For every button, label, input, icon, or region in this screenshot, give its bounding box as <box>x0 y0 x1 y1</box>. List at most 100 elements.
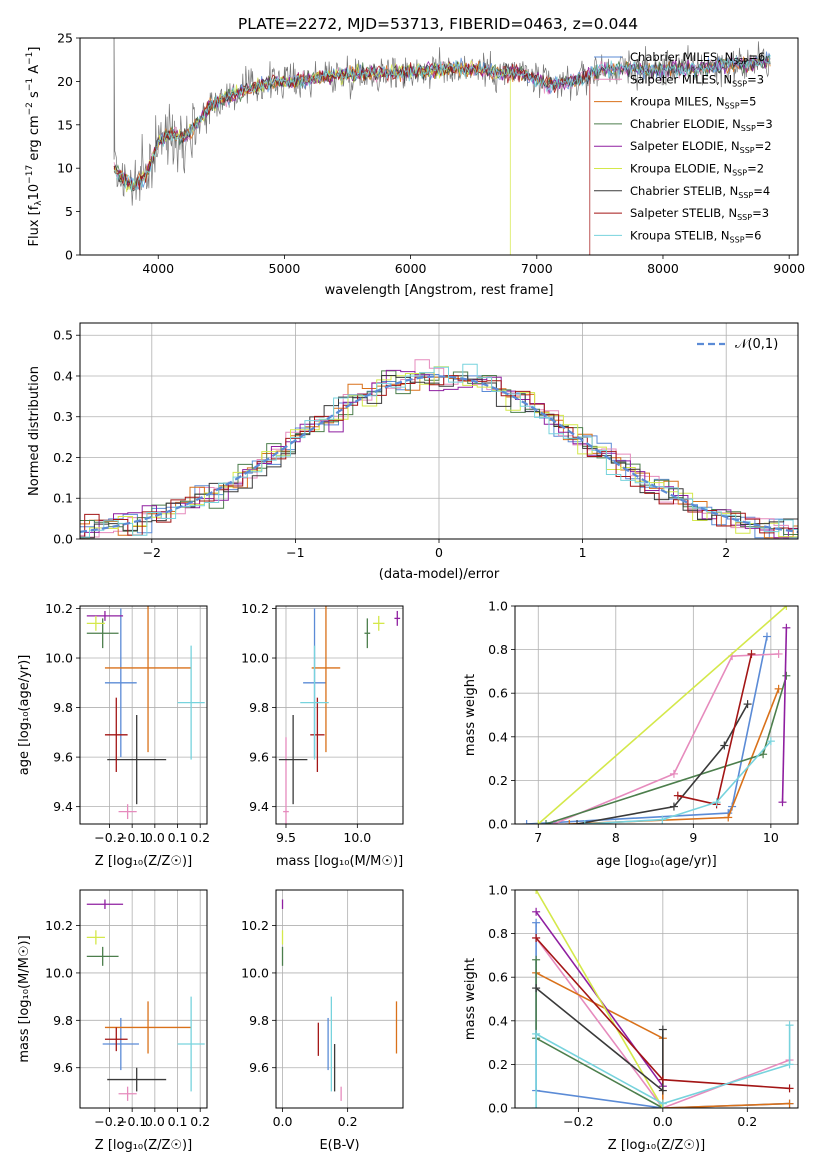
y-tick-label: 0.5 <box>53 328 73 343</box>
legend-label-n: =3 <box>747 72 764 86</box>
y-tick-label: 0.6 <box>488 686 508 701</box>
x-tick-label: 0.0 <box>145 1114 165 1129</box>
y-tick-label: 0 <box>65 248 73 263</box>
y-tick-label: 20 <box>57 74 73 89</box>
mass-weight-marker <box>673 791 682 800</box>
mass-weight-marker <box>542 820 551 824</box>
mass-weight-marker <box>762 632 771 641</box>
errorbar-point <box>104 697 128 772</box>
axes-age-vs-Z: −0.2−0.10.0 0.1 0.2 9.4 9.6 9.8 10.0 10.2 <box>45 601 210 845</box>
frame-massweight-vs-Z <box>514 889 799 1109</box>
spectrum-xlabel: wavelength [Angstrom, rest frame] <box>325 283 554 298</box>
y-tick-label: 0.6 <box>488 970 508 985</box>
mass-weight-marker <box>743 700 752 709</box>
xlabel-mass-vs-Z: Z [log₁₀(Z/Z☉)] <box>95 1138 192 1153</box>
mass-weight-marker <box>766 737 775 746</box>
ylabel-age-vs-Z: age [log₁₀(age/yr)] <box>17 655 32 776</box>
mass-weight-marker <box>658 815 667 824</box>
x-tick-label: 10.0 <box>343 830 371 845</box>
x-tick-label: 0.0 <box>653 1114 673 1129</box>
figure-title: PLATE=2272, MJD=53713, FIBERID=0463, z=0… <box>238 15 638 33</box>
mass-weight-line <box>545 675 788 824</box>
y-tick-label: 10.0 <box>241 651 269 666</box>
lines-massweight-vs-Z <box>532 890 794 1108</box>
lines-massweight-vs-age <box>522 606 791 824</box>
errorbars-mass-vs-Z <box>86 899 205 1101</box>
mass-weight-marker <box>782 606 791 610</box>
x-tick-label: 6000 <box>395 261 427 276</box>
y-tick-label: 0.4 <box>53 368 73 383</box>
y-tick-label: 0.8 <box>488 642 508 657</box>
spectrum-ylabel-part: s <box>27 91 42 102</box>
y-tick-label: 9.8 <box>249 1013 269 1028</box>
legend-label-n: =2 <box>755 139 772 153</box>
mass-weight-marker <box>573 820 582 824</box>
x-tick-label: 2 <box>722 545 730 560</box>
ylabel-massweight-vs-Z: mass weight <box>463 958 478 1040</box>
mass-weight-line <box>526 636 768 824</box>
x-tick-label: 0.1 <box>168 1114 188 1129</box>
spectrum-ylabel-part: −2 <box>25 102 35 115</box>
axes-age-vs-mass: 9.5 10.0 9.4 9.6 9.8 10.0 10.2 <box>241 601 403 845</box>
mass-weight-marker <box>532 1029 541 1038</box>
mass-weight-marker <box>712 798 721 807</box>
y-tick-label: 0.8 <box>488 926 508 941</box>
ylabel-massweight-vs-age: mass weight <box>463 674 478 756</box>
legend-label-sub: SSP <box>732 79 747 88</box>
errorbars-age-vs-mass <box>278 606 401 824</box>
legend-label: Kroupa MILES, NSSP=5 <box>630 95 756 111</box>
mass-weight-marker <box>782 623 791 632</box>
mass-weight-marker <box>658 1025 667 1034</box>
y-tick-label: 10.0 <box>45 651 73 666</box>
residuals-frame <box>79 322 799 540</box>
mass-weight-marker <box>785 1021 794 1030</box>
histogram-salpeter-stelib <box>80 375 798 538</box>
x-tick-label: 7 <box>534 830 542 845</box>
mass-weight-marker <box>720 741 729 750</box>
x-tick-label: 9000 <box>773 261 805 276</box>
xlabel-mass-vs-ebv: E(B-V) <box>319 1138 359 1153</box>
mass-weight-line <box>576 703 749 824</box>
errorbars-mass-vs-ebv <box>281 899 398 1101</box>
errorbar-point <box>300 645 329 760</box>
errorbar-point <box>364 618 371 649</box>
errorbar-point <box>118 804 137 820</box>
y-tick-label: 0.0 <box>488 1101 508 1116</box>
spectrum-ylabel-part: −1 <box>25 78 35 91</box>
legend-label-name: Chabrier ELODIE, N <box>630 117 741 131</box>
legend-label-name: Kroupa STELIB, N <box>630 228 730 242</box>
errorbar-point <box>86 615 105 631</box>
y-tick-label: 0.1 <box>53 491 73 506</box>
legend-label-name: Chabrier STELIB, N <box>630 184 738 198</box>
mass-weight-marker <box>532 984 541 993</box>
errorbar-point <box>104 1001 192 1054</box>
x-tick-label: 8000 <box>647 261 679 276</box>
legend-label: Chabrier MILES, NSSP=6 <box>630 50 765 66</box>
errorbar-point <box>310 697 325 772</box>
errorbar-point <box>86 899 124 909</box>
mass-weight-marker <box>774 684 783 693</box>
errorbar-point <box>104 1027 128 1052</box>
spectrum-ylabel-part: erg cm <box>27 115 42 164</box>
mass-weight-marker <box>534 820 543 824</box>
mass-weight-marker <box>532 933 541 942</box>
y-tick-label: 9.6 <box>53 1060 73 1075</box>
y-tick-label: 9.6 <box>53 750 73 765</box>
errorbar-point <box>394 610 401 626</box>
mass-weight-line <box>584 740 772 824</box>
y-tick-label: 25 <box>57 31 73 46</box>
mass-weight-marker <box>782 671 791 680</box>
legend-label-sub: SSP <box>740 146 755 155</box>
spectrum-ylabel-part: A <box>27 65 42 78</box>
model-fit-line <box>113 61 591 255</box>
legend-label-n: =4 <box>753 184 770 198</box>
mass-weight-marker <box>778 798 787 807</box>
errorbar-point <box>177 645 205 760</box>
axes-mass-vs-ebv: 0.0 0.2 9.6 9.8 10.0 10.2 <box>241 890 403 1129</box>
errorbar-point <box>177 996 205 1092</box>
errorbar-point <box>107 715 167 805</box>
legend-label-name: Chabrier MILES, N <box>630 50 733 64</box>
legend-label-sub: SSP <box>732 169 747 178</box>
legend-label-n: =5 <box>740 95 757 109</box>
